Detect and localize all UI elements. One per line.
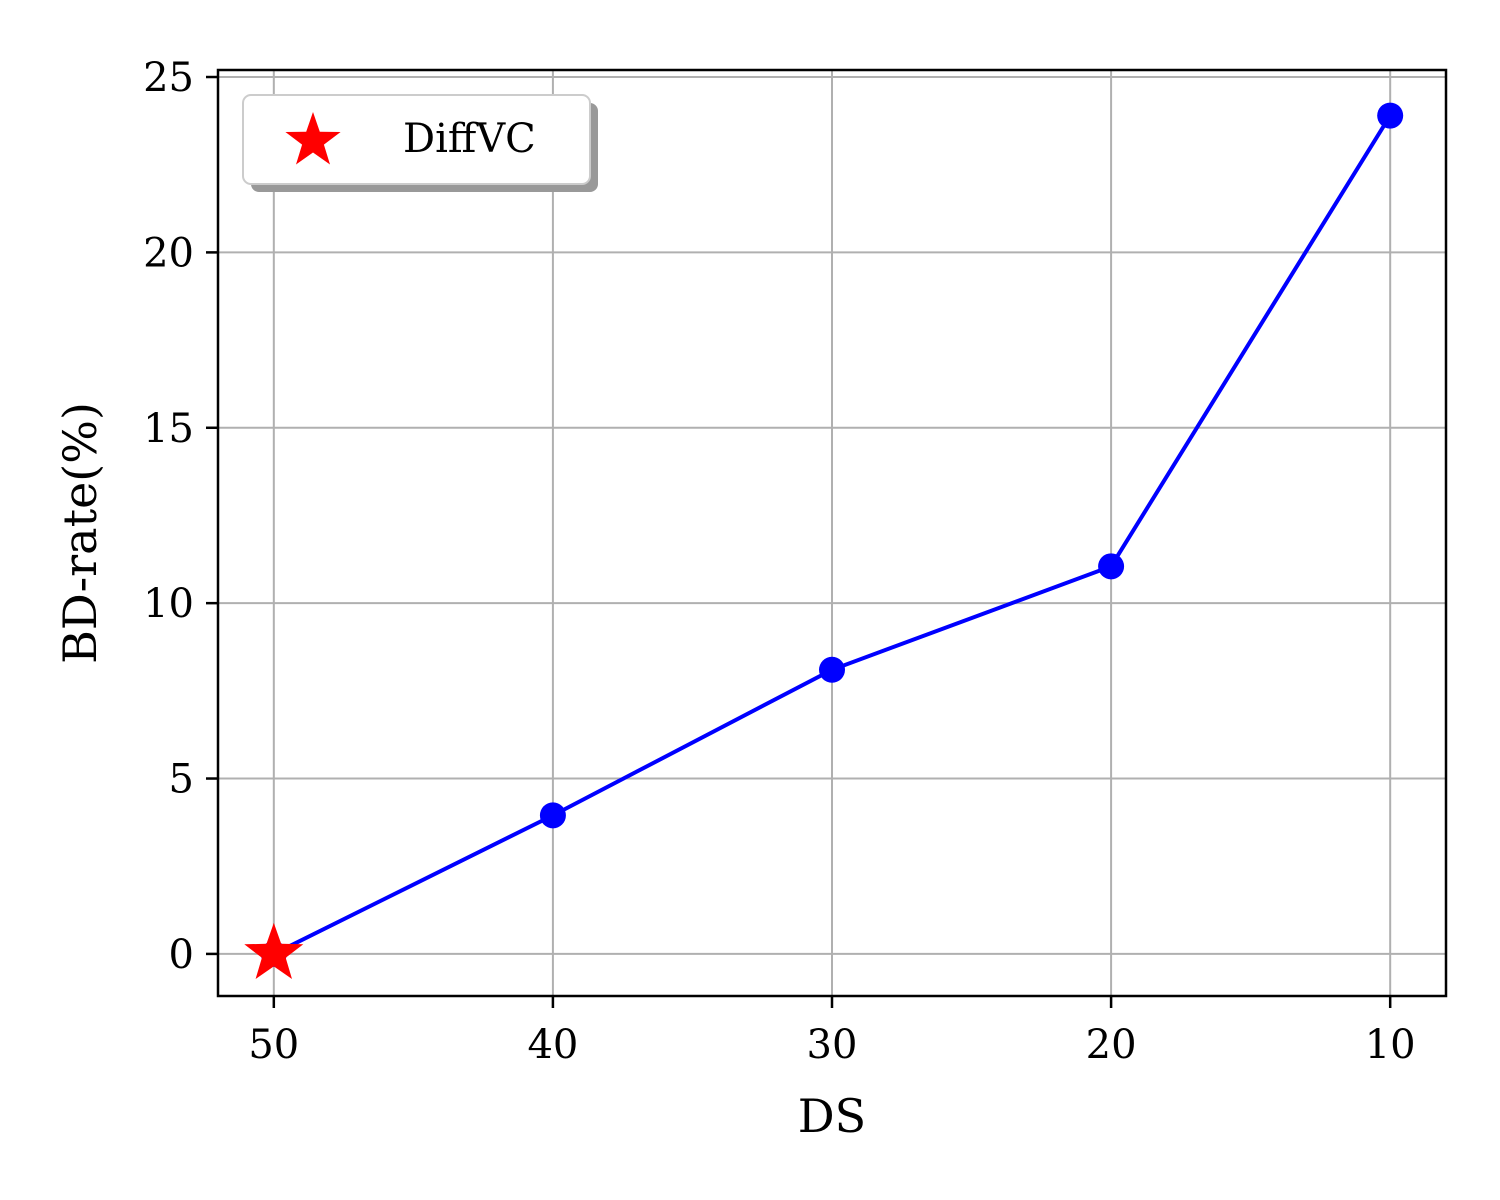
data-point (1377, 102, 1404, 129)
x-tick-label: 10 (1365, 1022, 1416, 1068)
y-tick-label: 0 (169, 932, 194, 978)
data-point (1098, 553, 1125, 580)
legend-star-icon (285, 112, 341, 165)
x-tick-label: 50 (248, 1022, 299, 1068)
grid (218, 70, 1446, 996)
y-tick-label: 15 (143, 406, 194, 452)
y-tick-label: 5 (169, 757, 194, 803)
y-tick-label: 10 (143, 581, 194, 627)
y-tick-label: 20 (143, 230, 194, 276)
x-axis-label: DS (798, 1089, 866, 1143)
ticks: 50 40 30 20 10 0 5 10 15 20 25 (143, 55, 1416, 1068)
x-tick-label: 40 (527, 1022, 578, 1068)
series-layer (244, 102, 1404, 979)
legend-box (242, 94, 591, 185)
legend: DiffVC (242, 94, 598, 192)
data-point (539, 802, 566, 829)
x-tick-label: 30 (807, 1022, 858, 1068)
diffvc-star-marker (244, 922, 304, 979)
legend-entry-diffvc: DiffVC (403, 116, 536, 162)
y-axis-label: BD-rate(%) (53, 402, 107, 664)
y-tick-label: 25 (143, 55, 194, 101)
data-point (819, 656, 845, 683)
x-tick-label: 20 (1086, 1022, 1137, 1068)
